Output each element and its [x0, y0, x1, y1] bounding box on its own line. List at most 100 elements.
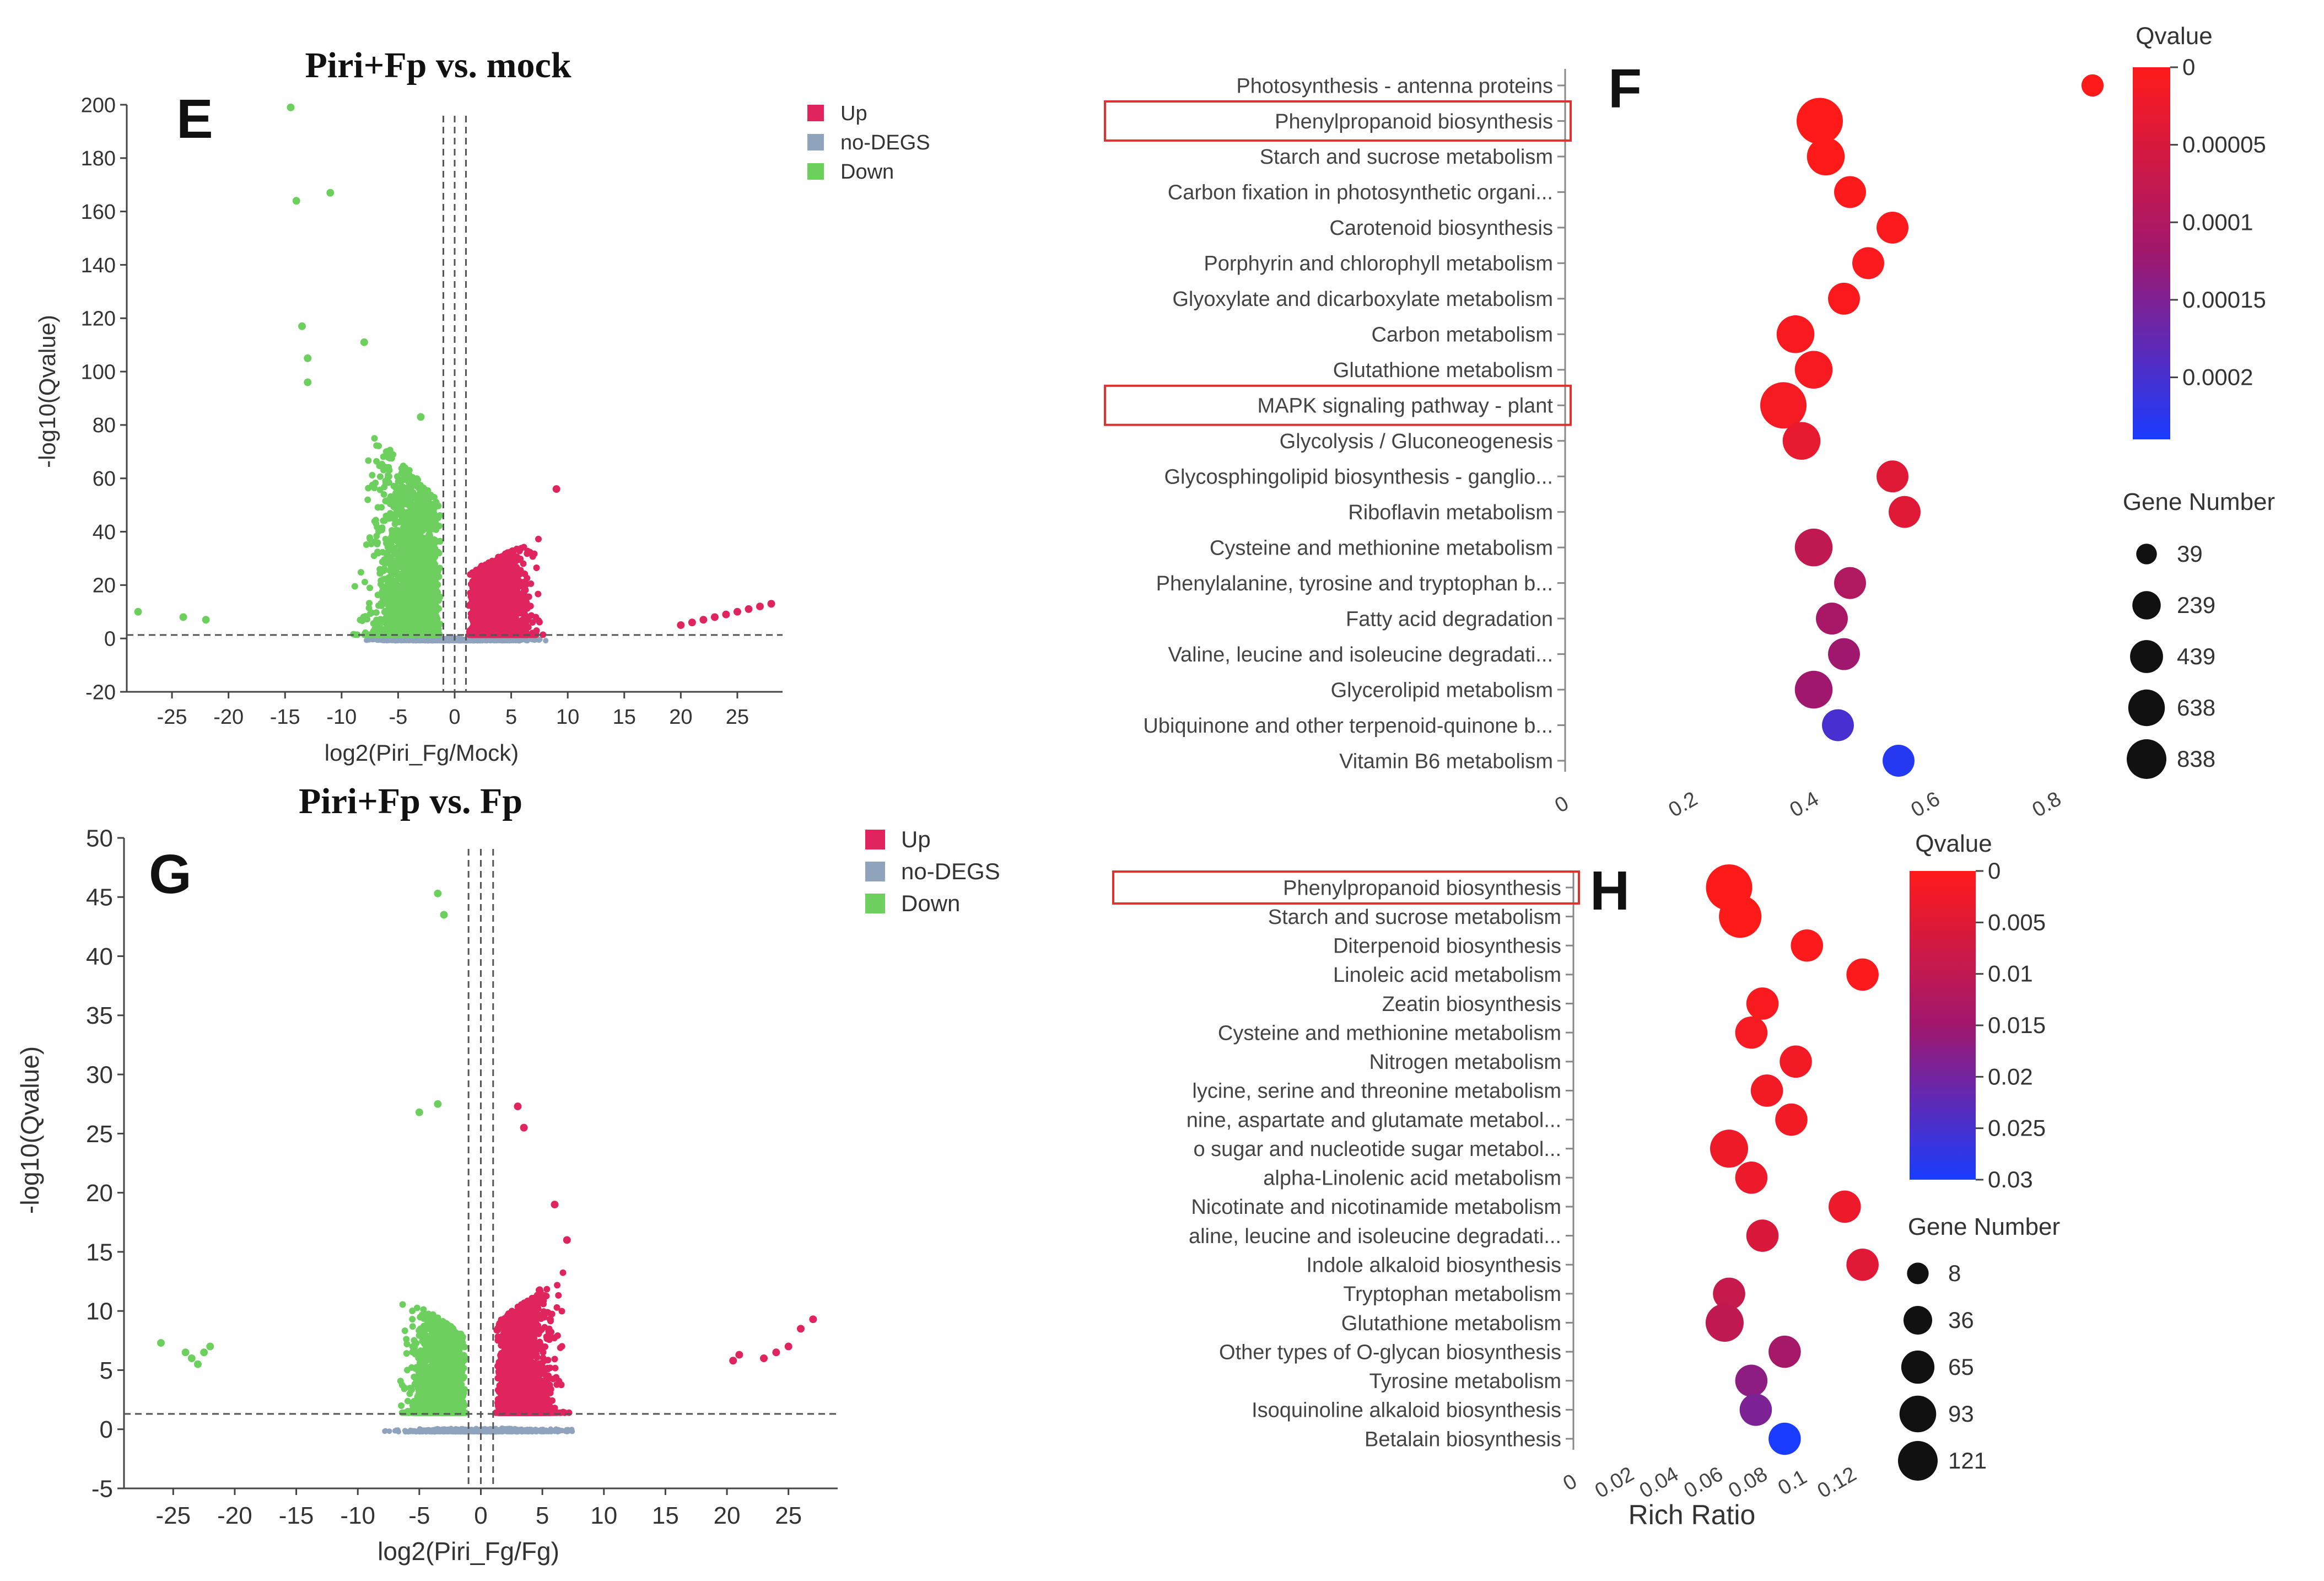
y-tick-label: 120: [81, 308, 116, 331]
down-point: [402, 556, 409, 563]
down-point: [369, 472, 376, 479]
down-point: [363, 541, 370, 548]
y-tick-label: 60: [93, 467, 116, 491]
down-point: [429, 502, 436, 509]
down-point: [406, 467, 413, 474]
down-point: [435, 514, 442, 521]
down-point: [405, 628, 412, 635]
panel-letter-e: E: [176, 88, 213, 150]
down-point: [365, 457, 372, 464]
nodegs-point: [448, 637, 454, 643]
up-point: [535, 535, 542, 542]
y-tick-label: 20: [93, 574, 116, 598]
x-tick-label: 5: [505, 706, 517, 729]
down-point: [375, 620, 382, 627]
down-point: [423, 569, 430, 576]
nodegs-point: [418, 637, 424, 643]
y-tick-label: 0: [104, 627, 116, 650]
down-point: [409, 489, 417, 496]
down-point: [399, 583, 406, 590]
y-tick-label: 180: [81, 147, 116, 170]
down-point: [392, 584, 399, 591]
down-point: [381, 565, 388, 572]
up-point: [525, 602, 532, 609]
down-point: [397, 619, 404, 626]
down-point: [415, 562, 422, 569]
down-point: [420, 507, 428, 514]
down-point: [424, 492, 432, 499]
down-point: [425, 578, 433, 585]
y-tick-label: -20: [85, 681, 116, 704]
down-point: [398, 465, 405, 472]
down-point: [366, 610, 374, 617]
down-point: [416, 571, 423, 578]
down-point: [357, 569, 364, 576]
down-point: [428, 596, 435, 604]
down-point: [413, 534, 420, 541]
y-tick-label: 40: [93, 521, 116, 544]
down-point: [374, 541, 381, 548]
down-point: [409, 600, 416, 607]
down-point: [374, 504, 381, 511]
down-point: [385, 498, 392, 505]
down-point: [386, 455, 393, 462]
down-point: [414, 476, 422, 483]
nodegs-point: [496, 637, 502, 643]
nodegs-point: [488, 637, 494, 643]
down-point: [419, 525, 426, 532]
down-point: [419, 542, 426, 549]
down-point: [436, 537, 444, 545]
down-point: [359, 617, 366, 625]
nodegs-point: [515, 637, 521, 643]
y-tick-label: 100: [81, 361, 116, 384]
x-tick-label: 20: [669, 706, 692, 729]
down-point: [394, 550, 401, 557]
x-tick-label: -25: [157, 706, 187, 729]
down-point: [392, 503, 400, 510]
nodegs-point: [475, 637, 481, 643]
down-point: [403, 528, 410, 535]
down-point: [385, 464, 392, 471]
x-tick-label: -15: [270, 706, 300, 729]
up-point: [525, 593, 532, 600]
down-point: [382, 576, 389, 583]
down-point: [430, 493, 438, 501]
down-point: [424, 533, 432, 540]
down-point: [393, 473, 401, 480]
down-point: [404, 617, 411, 624]
up-point: [511, 573, 519, 580]
down-point: [427, 527, 434, 534]
down-point: [365, 604, 373, 611]
down-point: [366, 584, 374, 591]
down-point: [414, 583, 422, 590]
up-point: [533, 564, 540, 572]
down-point: [425, 514, 433, 521]
down-point: [379, 524, 386, 531]
volcano-e-title: Piri+Fp vs. mock: [305, 45, 571, 85]
nodegs-point: [379, 637, 385, 643]
down-point: [413, 616, 420, 623]
down-point: [386, 515, 393, 522]
nodegs-point: [459, 637, 465, 643]
nodegs-point: [467, 637, 473, 643]
down-point: [407, 514, 414, 521]
nodegs-point: [536, 637, 542, 643]
y-tick-label: 80: [93, 414, 116, 437]
down-point: [398, 561, 406, 568]
down-point: [403, 550, 411, 557]
down-point: [370, 552, 378, 560]
y-tick-label: 160: [81, 201, 116, 224]
down-point: [426, 588, 433, 595]
down-point: [371, 518, 378, 525]
x-tick-label: 25: [726, 706, 749, 729]
down-point: [433, 568, 440, 575]
nodegs-point: [543, 638, 549, 644]
y-tick-label: 140: [81, 254, 116, 277]
down-point: [361, 578, 368, 585]
down-point: [376, 473, 384, 480]
down-point: [385, 587, 392, 594]
down-point: [417, 490, 424, 497]
up-point: [524, 574, 531, 582]
down-point: [411, 550, 418, 557]
y-tick-label: 200: [81, 94, 116, 117]
